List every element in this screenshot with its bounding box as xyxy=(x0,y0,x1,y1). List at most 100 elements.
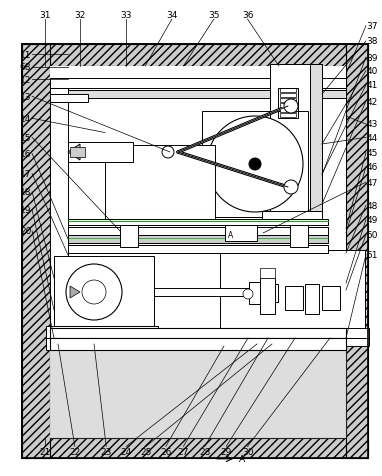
Text: 68: 68 xyxy=(20,63,31,72)
Circle shape xyxy=(249,159,261,170)
Text: 13: 13 xyxy=(20,93,31,101)
Bar xyxy=(322,287,340,310)
Bar xyxy=(50,328,346,338)
Text: 16: 16 xyxy=(20,150,31,159)
Text: 35: 35 xyxy=(208,11,220,20)
Bar xyxy=(50,79,346,89)
Bar xyxy=(46,327,72,338)
Bar xyxy=(22,438,368,458)
Text: 30: 30 xyxy=(242,447,253,456)
Bar xyxy=(54,257,154,328)
Bar xyxy=(70,148,85,158)
Bar xyxy=(278,89,298,119)
Bar xyxy=(216,328,369,338)
Text: 36: 36 xyxy=(242,11,253,20)
Polygon shape xyxy=(68,145,80,161)
Bar xyxy=(50,91,346,99)
Bar xyxy=(266,284,278,302)
Bar xyxy=(280,109,296,113)
Text: 26: 26 xyxy=(160,447,172,456)
Bar xyxy=(120,226,138,248)
Text: 43: 43 xyxy=(367,120,378,129)
Text: 18: 18 xyxy=(20,188,31,197)
Bar xyxy=(262,211,322,219)
Text: 41: 41 xyxy=(367,81,378,90)
Bar xyxy=(68,228,328,236)
Circle shape xyxy=(207,117,303,213)
Text: 14: 14 xyxy=(20,115,31,123)
Bar xyxy=(154,288,254,297)
Text: 27: 27 xyxy=(178,447,189,456)
Bar xyxy=(68,219,328,226)
Bar xyxy=(50,95,88,103)
Text: 31: 31 xyxy=(39,11,51,20)
Bar xyxy=(216,338,369,346)
Bar xyxy=(68,246,328,253)
Circle shape xyxy=(162,147,174,159)
Text: 46: 46 xyxy=(367,163,378,172)
Bar xyxy=(68,143,133,163)
Bar xyxy=(50,67,346,438)
Text: 11: 11 xyxy=(20,51,31,60)
Text: 23: 23 xyxy=(100,447,112,456)
Text: 37: 37 xyxy=(367,22,378,31)
Text: 34: 34 xyxy=(166,11,178,20)
Bar xyxy=(305,284,319,314)
Text: 25: 25 xyxy=(140,447,152,456)
Text: 29: 29 xyxy=(220,447,232,456)
Bar xyxy=(346,45,368,458)
Bar xyxy=(225,226,257,241)
Circle shape xyxy=(284,100,298,114)
Bar xyxy=(249,282,265,304)
Bar xyxy=(280,94,296,98)
Text: 47: 47 xyxy=(367,178,378,187)
Text: 24: 24 xyxy=(120,447,132,456)
Text: 50: 50 xyxy=(367,231,378,239)
Bar xyxy=(50,89,68,333)
Bar xyxy=(285,287,303,310)
Text: 51: 51 xyxy=(367,251,378,259)
Bar xyxy=(260,268,275,278)
Bar xyxy=(22,45,50,458)
Bar xyxy=(50,333,346,438)
Bar xyxy=(280,99,296,103)
Bar xyxy=(50,338,346,350)
Text: 19: 19 xyxy=(20,206,31,215)
Text: 38: 38 xyxy=(367,38,378,46)
Bar xyxy=(68,236,328,244)
Circle shape xyxy=(82,280,106,304)
Bar xyxy=(220,250,365,330)
Text: 45: 45 xyxy=(367,149,378,158)
Text: 42: 42 xyxy=(367,98,378,106)
Bar xyxy=(22,45,368,458)
Text: 39: 39 xyxy=(367,54,378,62)
Circle shape xyxy=(66,265,122,320)
Text: A: A xyxy=(228,231,233,240)
Bar xyxy=(50,333,346,438)
Text: A: A xyxy=(239,455,245,463)
Bar xyxy=(280,89,296,93)
Text: 17: 17 xyxy=(20,170,31,178)
Bar xyxy=(290,226,308,248)
Polygon shape xyxy=(70,287,80,298)
Text: 49: 49 xyxy=(367,216,378,224)
Text: 28: 28 xyxy=(199,447,210,456)
Bar xyxy=(280,104,296,108)
Bar xyxy=(270,65,322,219)
Bar xyxy=(50,327,158,336)
Circle shape xyxy=(243,289,253,299)
Text: 20: 20 xyxy=(20,227,31,236)
Bar xyxy=(50,336,158,344)
Circle shape xyxy=(284,180,298,195)
Text: 15: 15 xyxy=(20,134,31,142)
Bar xyxy=(105,146,215,224)
Bar xyxy=(50,67,346,333)
Bar xyxy=(22,45,368,67)
Text: 48: 48 xyxy=(367,201,378,210)
Text: 44: 44 xyxy=(367,134,378,142)
Bar xyxy=(280,114,296,118)
Text: 40: 40 xyxy=(367,67,378,76)
Text: 22: 22 xyxy=(69,447,81,456)
Bar xyxy=(46,338,72,350)
Text: 33: 33 xyxy=(120,11,132,20)
